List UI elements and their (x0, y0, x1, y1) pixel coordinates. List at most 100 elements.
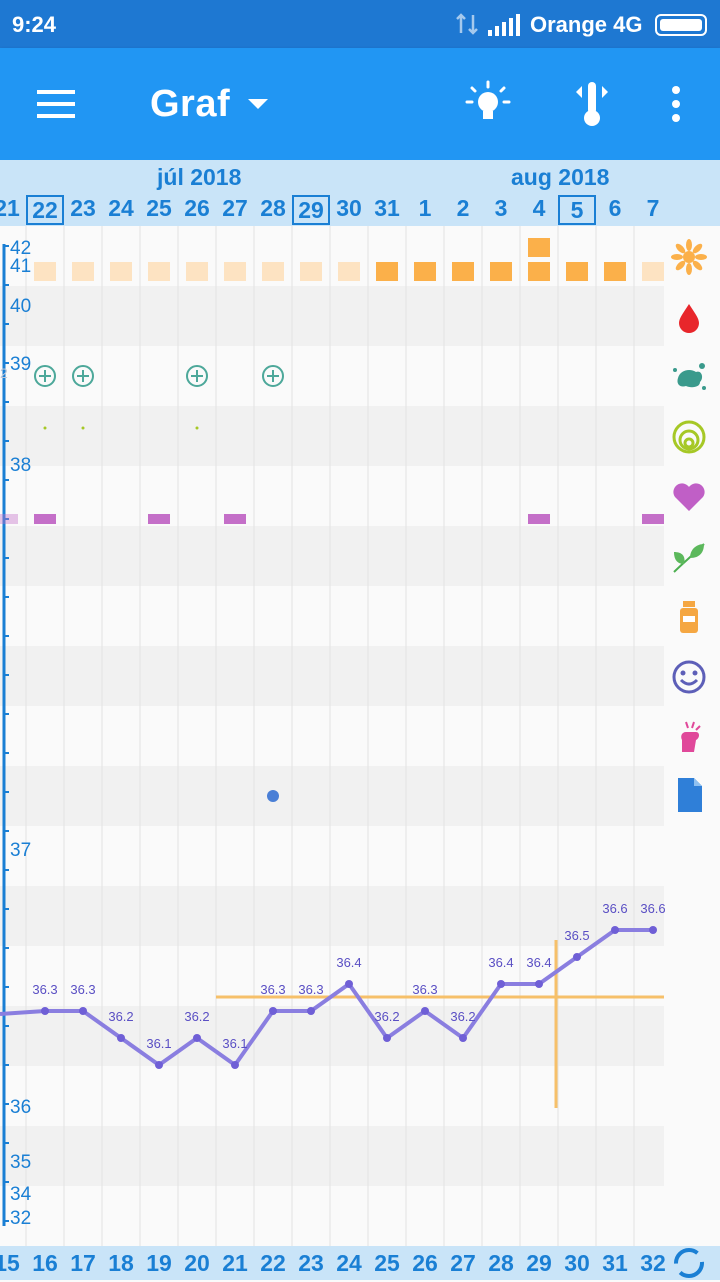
temperature-label: 36.6 (602, 901, 627, 916)
day-label[interactable]: 7 (646, 195, 660, 221)
cycle-day-label: 18 (108, 1250, 134, 1276)
temperature-label: 36.3 (70, 982, 95, 997)
day-label[interactable]: 26 (184, 195, 210, 221)
row-band (0, 406, 664, 466)
status-bar: 9:24 Orange 4G (0, 0, 720, 48)
period-marker (224, 262, 246, 281)
day-label[interactable]: 30 (336, 195, 362, 221)
rings-icon[interactable] (670, 418, 708, 456)
temperature-label: 36.4 (488, 955, 513, 970)
page-title: Graf (150, 82, 231, 125)
period-marker (490, 262, 512, 281)
period-marker (110, 262, 132, 281)
sun-flower-icon[interactable] (670, 238, 708, 276)
cycle-day-label: 15 (0, 1250, 20, 1276)
medicine-bottle-icon[interactable] (670, 598, 708, 636)
document-icon[interactable] (670, 776, 708, 814)
temperature-label: 36.3 (412, 982, 437, 997)
y-axis-label: 38 (10, 455, 31, 476)
day-label[interactable]: 23 (70, 195, 96, 221)
period-marker (148, 262, 170, 281)
carrier-label: Orange 4G (530, 12, 643, 37)
intercourse-marker (642, 514, 664, 524)
period-marker (414, 262, 436, 281)
row-band (0, 646, 664, 706)
day-label[interactable]: 3 (494, 195, 508, 221)
cycle-day-label: 30 (564, 1250, 590, 1276)
day-label[interactable]: 28 (260, 195, 286, 221)
day-label[interactable]: 29 (292, 195, 330, 225)
lightbulb-icon[interactable] (462, 78, 514, 130)
cycle-day-label: 23 (298, 1250, 324, 1276)
temperature-point (497, 980, 505, 988)
day-label[interactable]: 2 (456, 195, 470, 221)
temperature-label: 36.3 (260, 982, 285, 997)
temperature-label: 36.5 (564, 928, 589, 943)
day-label[interactable]: 6 (608, 195, 622, 221)
more-vert-icon[interactable] (650, 78, 702, 130)
temperature-label: 36.4 (526, 955, 551, 970)
row-band (0, 286, 664, 346)
y-axis-label: 32 (10, 1208, 31, 1229)
row-band (0, 1006, 664, 1066)
chevron-down-icon (248, 99, 269, 109)
period-marker (376, 262, 398, 281)
temperature-point (79, 1007, 87, 1015)
day-label[interactable]: 31 (374, 195, 400, 221)
month-label-july: júl 2018 (157, 164, 242, 190)
date-header[interactable]: júl 2018 aug 2018 21 22 23 24 25 26 27 28 29 30 31… (0, 160, 720, 226)
test-marker (267, 790, 279, 802)
temperature-point (117, 1034, 125, 1042)
day-label[interactable]: 21 (0, 195, 20, 221)
data-transfer-icon (456, 13, 478, 35)
y-axis-label: 41 (10, 256, 31, 277)
splash-icon[interactable] (670, 358, 708, 396)
cycle-day-label: 31 (602, 1250, 628, 1276)
day-label[interactable]: 4 (532, 195, 546, 221)
temperature-point (41, 1007, 49, 1015)
day-label[interactable]: 22 (26, 195, 64, 225)
y-axis-label: 34 (10, 1184, 32, 1205)
heart-icon[interactable] (670, 478, 708, 516)
y-axis-label: 42 (10, 238, 31, 259)
temperature-label: 36.2 (450, 1009, 475, 1024)
temperature-label: 36.3 (32, 982, 57, 997)
leaf-icon[interactable] (670, 538, 708, 576)
period-marker (528, 262, 550, 281)
hand-icon[interactable] (670, 718, 708, 756)
period-marker (300, 262, 322, 281)
intercourse-marker (148, 514, 170, 524)
period-marker (604, 262, 626, 281)
day-label[interactable]: 25 (146, 195, 172, 221)
temperature-point (155, 1061, 163, 1069)
smiley-icon[interactable] (670, 658, 708, 696)
period-marker (34, 262, 56, 281)
sync-icon[interactable] (670, 1244, 708, 1282)
day-label[interactable]: 27 (222, 195, 248, 221)
blood-drop-icon[interactable] (670, 298, 708, 336)
thermometer-icon[interactable] (566, 78, 618, 130)
temp-line-tail (0, 1009, 46, 1016)
period-marker (452, 262, 474, 281)
cycle-day-label: 29 (526, 1250, 552, 1276)
view-selector[interactable]: Graf (150, 78, 269, 130)
temperature-label: 36.1 (146, 1036, 171, 1051)
cervix-dot (81, 426, 85, 430)
cycle-day-label: 27 (450, 1250, 476, 1276)
mucus-marker (72, 365, 94, 387)
temperature-label: 36.4 (336, 955, 361, 970)
cycle-day-label: 19 (146, 1250, 172, 1276)
menu-button[interactable] (30, 78, 82, 130)
day-label[interactable]: 24 (108, 195, 134, 221)
cycle-day-label: 32 (640, 1250, 666, 1276)
cycle-day-label: 17 (70, 1250, 96, 1276)
day-label[interactable]: 1 (418, 195, 432, 221)
temperature-label: 36.1 (222, 1036, 247, 1051)
y-axis-label: 39 (10, 354, 31, 375)
day-label[interactable]: 5 (558, 195, 596, 225)
period-marker (566, 262, 588, 281)
row-band (0, 886, 664, 946)
y-axis-label: 35 (10, 1152, 31, 1173)
temperature-label: 36.2 (108, 1009, 133, 1024)
